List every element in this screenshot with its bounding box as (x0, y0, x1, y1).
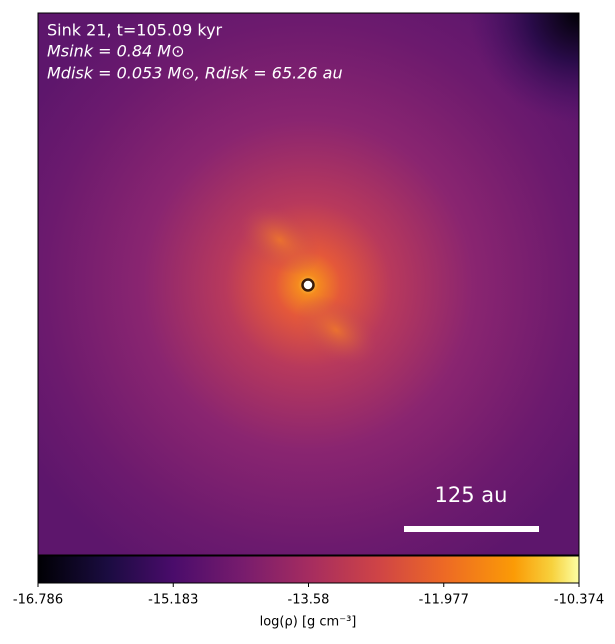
density-map (37, 12, 580, 556)
annotation: Mdisk = 0.053 M⊙, Rdisk = 65.26 au (47, 64, 343, 83)
annotation: Msink = 0.84 M⊙ (47, 42, 185, 61)
sink-marker (301, 278, 315, 292)
colorbar-tick-label: -13.58 (288, 593, 330, 608)
colorbar-label: log(ρ) [g cm⁻³] (260, 615, 357, 630)
scale-bar (404, 526, 539, 532)
scale-bar-label: 125 au (435, 483, 508, 507)
annotation: Sink 21, t=105.09 kyr (47, 21, 223, 40)
colorbar-tick-label: -16.786 (13, 593, 63, 608)
colorbar-tick-label: -15.183 (148, 593, 198, 608)
colorbar-tick-label: -10.374 (554, 593, 604, 608)
colorbar (37, 555, 580, 584)
colorbar-tick-label: -11.977 (419, 593, 469, 608)
